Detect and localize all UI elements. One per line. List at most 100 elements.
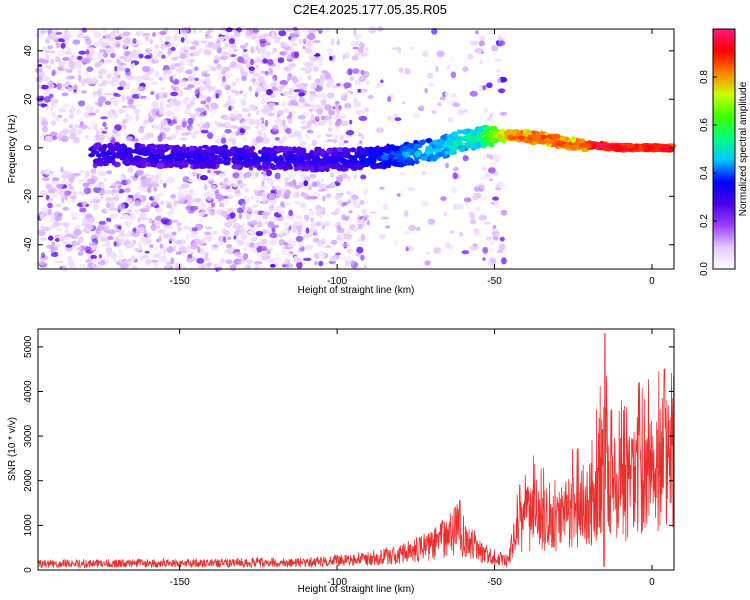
spectrogram-noise-blob bbox=[292, 179, 297, 187]
spectrogram-noise-blob bbox=[155, 49, 164, 56]
spectrogram-noise-blob bbox=[314, 78, 320, 84]
spectrogram-noise-blob bbox=[146, 232, 152, 239]
spectrogram-noise-blob bbox=[302, 208, 307, 212]
spectrogram-noise-blob bbox=[251, 204, 259, 208]
spectrogram-ridge-blob bbox=[384, 160, 393, 166]
spectrogram-noise-blob bbox=[70, 52, 75, 57]
spectrogram-noise-blob bbox=[483, 221, 491, 225]
spectrogram-noise-blob bbox=[159, 178, 163, 185]
spectrogram-noise-blob bbox=[306, 129, 314, 134]
x-tick-label: -50 bbox=[487, 276, 502, 287]
spectrogram-ridge-blob bbox=[420, 139, 426, 145]
spectrogram-noise-blob bbox=[360, 88, 368, 93]
spectrogram-noise-blob bbox=[241, 75, 248, 82]
spectrogram-ridge-blob bbox=[232, 164, 241, 170]
spectrogram-ridge-blob bbox=[361, 149, 370, 155]
spectrogram-noise-blob bbox=[404, 67, 411, 75]
spectrogram-noise-blob bbox=[176, 222, 182, 226]
spectrogram-noise-blob bbox=[105, 247, 113, 255]
spectrogram-noise-blob bbox=[318, 212, 323, 218]
spectrogram-noise-blob bbox=[244, 199, 250, 204]
spectrogram-noise-blob bbox=[171, 219, 179, 223]
spectrogram-noise-blob bbox=[288, 45, 294, 52]
spectrogram-noise-blob bbox=[297, 104, 306, 109]
spectrogram-noise-blob bbox=[341, 92, 345, 98]
spectrogram-noise-blob bbox=[144, 133, 150, 141]
spectrogram-ridge-blob bbox=[139, 148, 145, 155]
spectrogram-noise-blob bbox=[245, 171, 252, 178]
spectrogram-ridge-blob bbox=[136, 161, 142, 169]
spectrogram-noise-blob bbox=[255, 45, 260, 51]
spectrogram-noise-blob bbox=[190, 172, 194, 176]
spectrogram-noise-blob bbox=[424, 87, 429, 94]
spectrogram-noise-blob bbox=[302, 233, 309, 240]
spectrogram-noise-blob bbox=[135, 114, 140, 121]
spectrogram-noise-blob bbox=[155, 93, 160, 101]
spectrogram-noise-blob bbox=[312, 40, 321, 44]
spectrogram-ridge-blob bbox=[601, 143, 608, 148]
spectrogram-ridge-blob bbox=[500, 128, 506, 135]
spectrogram-noise-blob bbox=[79, 29, 83, 34]
spectrogram-noise-blob bbox=[240, 102, 247, 106]
spectrogram-noise-blob bbox=[54, 215, 63, 222]
spectrogram-noise-blob bbox=[249, 32, 259, 40]
spectrogram-noise-blob bbox=[408, 224, 417, 232]
spectrogram-noise-blob bbox=[189, 258, 197, 262]
spectrogram-noise-blob bbox=[266, 50, 271, 57]
spectrogram-noise-blob bbox=[258, 254, 263, 259]
spectrogram-ridge-blob bbox=[482, 126, 490, 133]
spectrogram-noise-blob bbox=[213, 59, 219, 64]
spectrogram-noise-blob bbox=[462, 155, 469, 162]
spectrogram-noise-blob bbox=[57, 50, 66, 57]
spectrogram-noise-blob bbox=[288, 111, 293, 119]
spectrogram-noise-blob bbox=[187, 84, 195, 89]
spectrogram-noise-blob bbox=[101, 130, 108, 134]
spectrogram-noise-blob bbox=[365, 49, 369, 56]
spectrogram-noise-blob bbox=[285, 245, 293, 250]
spectrogram-noise-blob bbox=[165, 103, 174, 109]
spectrogram-noise-blob bbox=[121, 43, 128, 48]
spectrogram-noise-blob bbox=[108, 32, 116, 37]
spectrogram-noise-blob bbox=[445, 162, 449, 169]
spectrogram-noise-blob bbox=[60, 166, 64, 173]
spectrogram-noise-blob bbox=[90, 46, 95, 54]
spectrogram-noise-blob bbox=[227, 236, 232, 240]
spectrogram-ridge-blob bbox=[448, 146, 454, 152]
spectrogram-ridge-blob bbox=[284, 155, 294, 163]
spectrogram-ridge-blob bbox=[497, 138, 506, 143]
spectrogram-noise-blob bbox=[73, 228, 82, 236]
spectrogram-noise-blob bbox=[152, 195, 161, 201]
spectrogram-noise-blob bbox=[184, 69, 193, 75]
spectrogram-noise-blob bbox=[176, 101, 182, 106]
spectrogram-noise-blob bbox=[363, 196, 370, 204]
spectrogram-noise-blob bbox=[34, 67, 43, 73]
spectrogram-noise-blob bbox=[276, 252, 280, 257]
spectrogram-noise-blob bbox=[44, 135, 53, 143]
spectrogram-noise-blob bbox=[392, 47, 399, 50]
spectrogram-ridge-blob bbox=[105, 151, 112, 156]
spectrogram-noise-blob bbox=[230, 89, 236, 93]
spectrogram-noise-blob bbox=[265, 258, 273, 264]
spectrogram-noise-blob bbox=[87, 178, 96, 185]
spectrogram-noise-blob bbox=[431, 110, 437, 114]
spectrogram-noise-blob bbox=[117, 253, 125, 259]
spectrogram-ridge-blob bbox=[188, 145, 195, 152]
spectrogram-noise-blob bbox=[342, 201, 348, 206]
spectrogram-noise-blob bbox=[238, 213, 243, 219]
spectrogram-noise-blob bbox=[486, 82, 493, 89]
spectrogram-noise-blob bbox=[206, 190, 212, 197]
spectrogram-ridge-blob bbox=[480, 142, 487, 149]
spectrogram-noise-blob bbox=[472, 229, 480, 237]
spectrogram-noise-blob bbox=[433, 247, 442, 254]
spectrogram-noise-blob bbox=[227, 49, 232, 57]
spectrogram-noise-blob bbox=[155, 215, 162, 222]
spectrogram-noise-blob bbox=[147, 183, 153, 189]
spectrogram-noise-blob bbox=[479, 35, 486, 42]
spectrogram-noise-blob bbox=[70, 105, 76, 113]
spectrogram-noise-blob bbox=[132, 239, 136, 245]
spectrogram-noise-blob bbox=[95, 108, 100, 114]
y-tick-label: 4000 bbox=[23, 380, 34, 403]
spectrogram-noise-blob bbox=[355, 219, 365, 225]
spectrogram-noise-blob bbox=[489, 161, 497, 168]
spectrogram-noise-blob bbox=[145, 201, 150, 206]
